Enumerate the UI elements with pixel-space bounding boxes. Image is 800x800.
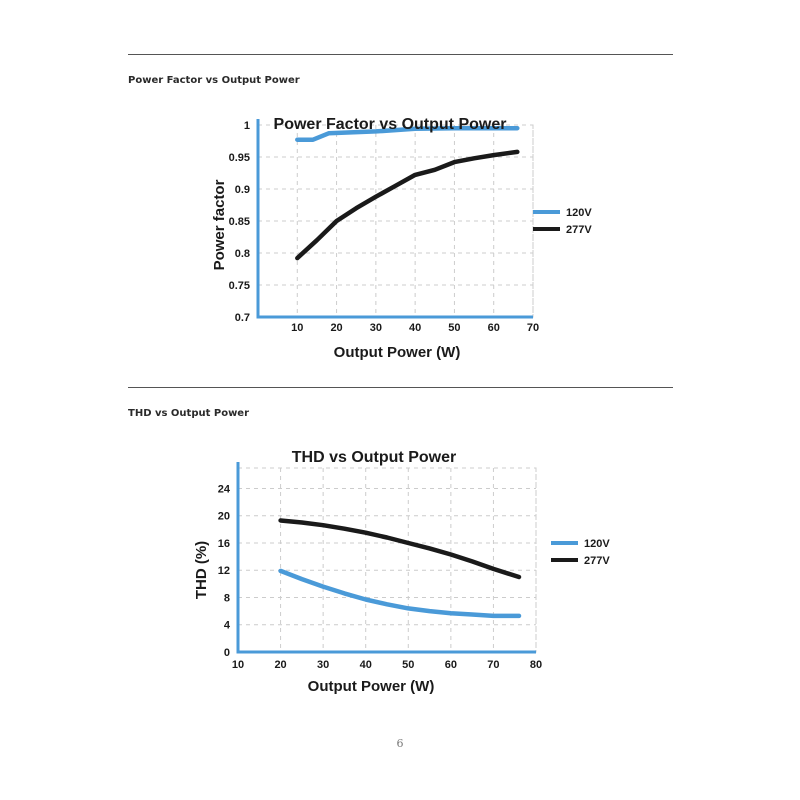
x-tick-label: 30 bbox=[317, 659, 329, 671]
y-tick-label: 0.8 bbox=[235, 248, 250, 260]
x-tick-label: 10 bbox=[291, 322, 303, 334]
x-axis-label: Output Power (W) bbox=[308, 678, 435, 695]
x-tick-label: 40 bbox=[360, 659, 372, 671]
x-tick-label: 20 bbox=[330, 322, 342, 334]
y-tick-label: 0 bbox=[224, 647, 230, 659]
page-number: 6 bbox=[396, 737, 404, 750]
section-title: Power Factor vs Output Power bbox=[128, 75, 300, 86]
y-tick-label: 8 bbox=[224, 592, 230, 604]
series-line-277v bbox=[278, 518, 522, 580]
plot-frame bbox=[257, 124, 534, 318]
x-tick-label: 30 bbox=[370, 322, 382, 334]
x-tick-label: 70 bbox=[527, 322, 539, 334]
x-tick-label: 60 bbox=[445, 659, 457, 671]
plot-frame bbox=[237, 467, 537, 653]
series-line-120v bbox=[278, 568, 522, 619]
x-tick-label: 50 bbox=[448, 322, 460, 334]
x-tick-label: 80 bbox=[530, 659, 542, 671]
y-axis-label: THD (%) bbox=[193, 541, 210, 599]
y-tick-label: 0.75 bbox=[229, 280, 250, 292]
section-divider bbox=[128, 54, 673, 55]
series-line-277v bbox=[295, 149, 520, 261]
series-line-120v bbox=[295, 125, 520, 142]
x-tick-label: 60 bbox=[488, 322, 500, 334]
section-divider bbox=[128, 387, 673, 388]
y-tick-label: 0.85 bbox=[229, 216, 250, 228]
y-tick-label: 24 bbox=[218, 483, 231, 495]
y-tick-label: 4 bbox=[224, 620, 231, 632]
section-title: THD vs Output Power bbox=[128, 408, 250, 419]
chart-title: THD vs Output Power bbox=[292, 449, 456, 466]
legend-label: 120V bbox=[584, 538, 610, 550]
power-factor-chart: 10 20 30 40 50 60 70 0.7 0.75 0.8 0.85 0.9 0.95 1 12… bbox=[211, 116, 592, 361]
x-tick-label: 40 bbox=[409, 322, 421, 334]
y-tick-label: 0.95 bbox=[229, 152, 250, 164]
legend-label: 277V bbox=[584, 555, 610, 567]
x-tick-label: 70 bbox=[487, 659, 499, 671]
y-tick-label: 1 bbox=[244, 120, 250, 132]
x-axis-label: Output Power (W) bbox=[334, 344, 461, 361]
y-tick-label: 12 bbox=[218, 565, 230, 577]
y-tick-label: 0.9 bbox=[235, 184, 250, 196]
x-tick-label: 20 bbox=[274, 659, 286, 671]
legend-label: 277V bbox=[566, 224, 592, 236]
y-tick-label: 0.7 bbox=[235, 312, 250, 324]
y-tick-label: 20 bbox=[218, 511, 230, 523]
y-axis-label: Power factor bbox=[211, 179, 228, 270]
legend-label: 120V bbox=[566, 207, 592, 219]
x-tick-label: 50 bbox=[402, 659, 414, 671]
chart-title: Power Factor vs Output Power bbox=[274, 116, 507, 133]
y-tick-label: 16 bbox=[218, 538, 230, 550]
x-tick-label: 10 bbox=[232, 659, 244, 671]
thd-chart: 10 20 30 40 50 60 70 80 0 4 8 12 16 20 24 120V 277V TH… bbox=[193, 449, 610, 695]
